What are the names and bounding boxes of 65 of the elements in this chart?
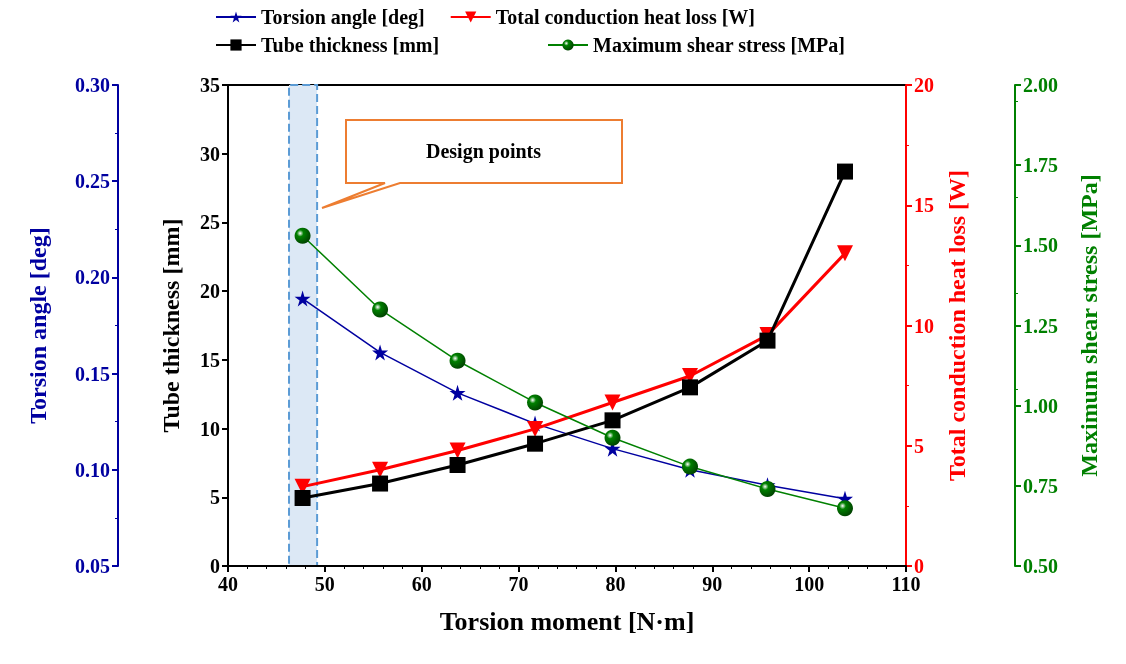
- point: [836, 163, 853, 180]
- y-tick-label: 15: [200, 348, 220, 371]
- x-tick-label: 70: [508, 573, 529, 595]
- y3-tick-label: 0.30: [75, 74, 110, 96]
- y-tick-label: 30: [200, 142, 220, 165]
- x-tick-label: 40: [218, 573, 238, 595]
- y-tick-label: 0.75: [1023, 474, 1058, 497]
- y3-tick-label: 0.10: [75, 458, 110, 481]
- y-tick-label: 20: [200, 280, 220, 303]
- x-tick-label: 90: [702, 573, 723, 595]
- y-axis-title: Maximum shear stress [MPa]: [1076, 174, 1102, 477]
- y2-tick-label: 20: [914, 74, 934, 96]
- legend-label: Total conduction heat loss [W]: [495, 6, 756, 28]
- legend-label: Maximum shear stress [MPa]: [593, 34, 845, 56]
- point: [372, 344, 389, 361]
- y2-tick-label: 15: [914, 194, 934, 217]
- point: [294, 290, 311, 307]
- legend-label: Torsion angle [deg]: [261, 6, 425, 29]
- point: [449, 456, 466, 473]
- point: [682, 379, 699, 396]
- y-tick-label: 0: [210, 555, 220, 577]
- point: [836, 245, 853, 262]
- y2-tick-label: 5: [914, 434, 924, 457]
- y-tick-label: 35: [200, 74, 220, 96]
- y2-axis-title: Total conduction heat loss [W]: [943, 169, 970, 482]
- y3-tick-label: 0.05: [75, 555, 110, 577]
- point: [759, 481, 776, 498]
- x-tick-label: 80: [605, 573, 626, 595]
- point: [837, 500, 853, 517]
- point: [449, 384, 466, 401]
- point: [372, 461, 389, 478]
- point: [372, 301, 389, 318]
- point: [527, 394, 544, 411]
- x-tick-label: 100: [794, 573, 825, 595]
- point: [294, 227, 311, 244]
- y3-tick-label: 0.20: [75, 266, 110, 289]
- point: [527, 435, 544, 452]
- point: [294, 489, 311, 506]
- point: [449, 442, 466, 459]
- y-tick-label: 25: [200, 211, 220, 234]
- point: [527, 420, 544, 437]
- y3-tick-label: 0.25: [75, 170, 110, 193]
- point: [372, 475, 389, 492]
- y2-tick-label: 10: [914, 314, 934, 337]
- point: [759, 332, 776, 349]
- y-tick-label: 2.00: [1023, 74, 1058, 96]
- y-tick-label: 1.50: [1023, 234, 1058, 257]
- y-axis-title: Tube thickness [mm]: [158, 218, 184, 433]
- y3-axis-title: Torsion angle [deg]: [25, 227, 51, 424]
- legend-label: Tube thickness [mm]: [261, 34, 440, 56]
- y-tick-label: 10: [200, 417, 220, 440]
- y-tick-label: 1.75: [1023, 154, 1058, 177]
- x-axis-title: Torsion moment [N·m]: [439, 606, 695, 636]
- annotation: Design points: [425, 139, 542, 165]
- point: [449, 352, 466, 369]
- y-tick-label: 1.25: [1023, 314, 1058, 337]
- point: [604, 394, 621, 411]
- x-tick-label: 50: [314, 573, 335, 595]
- y-tick-label: 0.50: [1023, 555, 1058, 577]
- x-tick-label: 60: [411, 573, 432, 595]
- point: [604, 412, 621, 429]
- y3-tick-label: 0.15: [75, 362, 110, 385]
- y-tick-label: 5: [210, 486, 220, 509]
- y-tick-label: 1.00: [1023, 394, 1058, 417]
- point: [604, 429, 621, 446]
